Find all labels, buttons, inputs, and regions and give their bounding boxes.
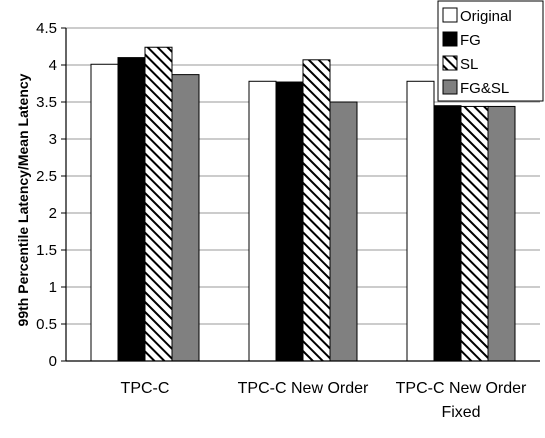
legend-label: SL xyxy=(460,56,478,73)
bar-fg-sl-1 xyxy=(171,74,200,362)
y-tick-label: 4 xyxy=(49,57,57,74)
legend-label: FG&SL xyxy=(460,80,509,97)
y-tick-label: 1.5 xyxy=(36,242,57,259)
y-tick-label: 4.5 xyxy=(36,20,57,37)
bar-fg-1 xyxy=(117,57,146,362)
category-labels: TPC-C TPC-C New Order TPC-C New Order Fixed xyxy=(121,380,527,421)
y-tick-label: 2 xyxy=(49,205,57,222)
y-tick-label: 3 xyxy=(49,131,57,148)
bar-fg-sl-3 xyxy=(487,105,516,362)
legend: Original FG SL FG&SL xyxy=(437,0,544,102)
bar-sl-3 xyxy=(460,105,489,362)
bar-original-1 xyxy=(90,63,119,362)
bar-fg-2 xyxy=(275,81,304,362)
category-label: TPC-C New Order xyxy=(238,380,369,397)
y-tick-label: 2.5 xyxy=(36,168,57,185)
bar-sl-2 xyxy=(302,59,331,362)
legend-swatch xyxy=(442,55,458,71)
axes xyxy=(61,27,540,362)
category-label: TPC-C xyxy=(121,380,170,397)
bar-original-2 xyxy=(248,80,277,362)
bar-fg-3 xyxy=(433,105,462,362)
legend-swatch xyxy=(442,79,458,95)
y-tick-label: 0 xyxy=(49,353,57,370)
y-tick-label: 1 xyxy=(49,279,57,296)
legend-label: FG xyxy=(460,32,481,49)
bar-sl-1 xyxy=(144,46,173,362)
category-label: TPC-C New Order Fixed xyxy=(396,380,527,421)
y-tick-labels: 0 0.5 1 1.5 2 2.5 3 3.5 4 4.5 xyxy=(36,20,57,370)
legend-label: Original xyxy=(460,8,512,25)
bar-original-3 xyxy=(406,80,435,362)
bar-fg-sl-2 xyxy=(329,101,358,362)
legend-swatch xyxy=(442,7,458,23)
legend-swatch xyxy=(442,31,458,47)
y-tick-label: 3.5 xyxy=(36,94,57,111)
bars xyxy=(90,46,516,362)
y-tick-label: 0.5 xyxy=(36,316,57,333)
y-axis-label: 99th Percentile Latency/Mean Latency xyxy=(15,73,31,326)
